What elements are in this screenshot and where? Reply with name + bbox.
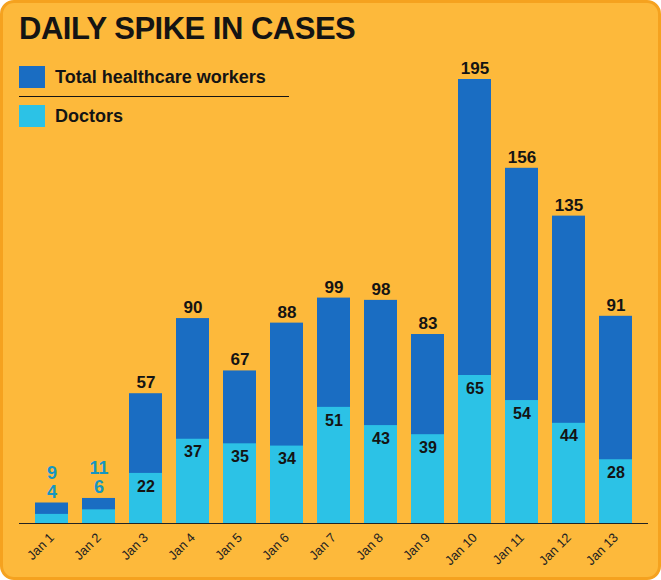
svg-text:Jan 4: Jan 4 xyxy=(165,530,198,563)
svg-text:4: 4 xyxy=(47,482,57,502)
svg-text:91: 91 xyxy=(607,296,626,315)
svg-text:Jan 9: Jan 9 xyxy=(400,530,433,563)
svg-text:156: 156 xyxy=(508,148,536,167)
svg-text:57: 57 xyxy=(137,373,156,392)
svg-text:Jan 11: Jan 11 xyxy=(490,530,528,568)
svg-text:195: 195 xyxy=(461,59,489,78)
svg-text:43: 43 xyxy=(372,430,390,447)
svg-text:22: 22 xyxy=(137,478,155,495)
svg-text:9: 9 xyxy=(47,463,57,483)
svg-text:83: 83 xyxy=(419,314,438,333)
svg-text:Jan 8: Jan 8 xyxy=(353,530,386,563)
svg-text:39: 39 xyxy=(419,439,437,456)
html-text:Doctors: Doctors xyxy=(55,105,123,126)
svg-text:Jan 1: Jan 1 xyxy=(24,530,57,563)
svg-text:34: 34 xyxy=(278,450,296,467)
svg-text:67: 67 xyxy=(231,350,250,369)
svg-text:90: 90 xyxy=(184,298,203,317)
svg-text:54: 54 xyxy=(513,405,531,422)
svg-text:Jan 10: Jan 10 xyxy=(442,530,480,568)
svg-text:Jan 5: Jan 5 xyxy=(212,530,245,563)
svg-text:Jan 3: Jan 3 xyxy=(118,530,151,563)
html-text:DAILY SPIKE IN CASES: DAILY SPIKE IN CASES xyxy=(19,11,356,46)
svg-text:Jan 12: Jan 12 xyxy=(536,530,574,568)
html-text:Total healthcare workers: Total healthcare workers xyxy=(55,66,266,87)
svg-text:35: 35 xyxy=(231,448,249,465)
svg-text:6: 6 xyxy=(94,477,104,497)
svg-text:Jan 6: Jan 6 xyxy=(259,530,292,563)
svg-text:11: 11 xyxy=(89,458,108,478)
svg-text:44: 44 xyxy=(560,427,578,444)
svg-text:135: 135 xyxy=(555,196,583,215)
svg-text:28: 28 xyxy=(607,464,625,481)
svg-text:65: 65 xyxy=(466,380,484,397)
svg-text:37: 37 xyxy=(184,443,202,460)
svg-text:Jan 2: Jan 2 xyxy=(71,530,104,563)
svg-text:99: 99 xyxy=(325,278,344,297)
svg-text:88: 88 xyxy=(278,303,297,322)
svg-text:51: 51 xyxy=(325,411,343,428)
svg-text:Jan 13: Jan 13 xyxy=(583,530,621,568)
svg-text:Jan 7: Jan 7 xyxy=(306,530,339,563)
svg-text:98: 98 xyxy=(372,280,391,299)
